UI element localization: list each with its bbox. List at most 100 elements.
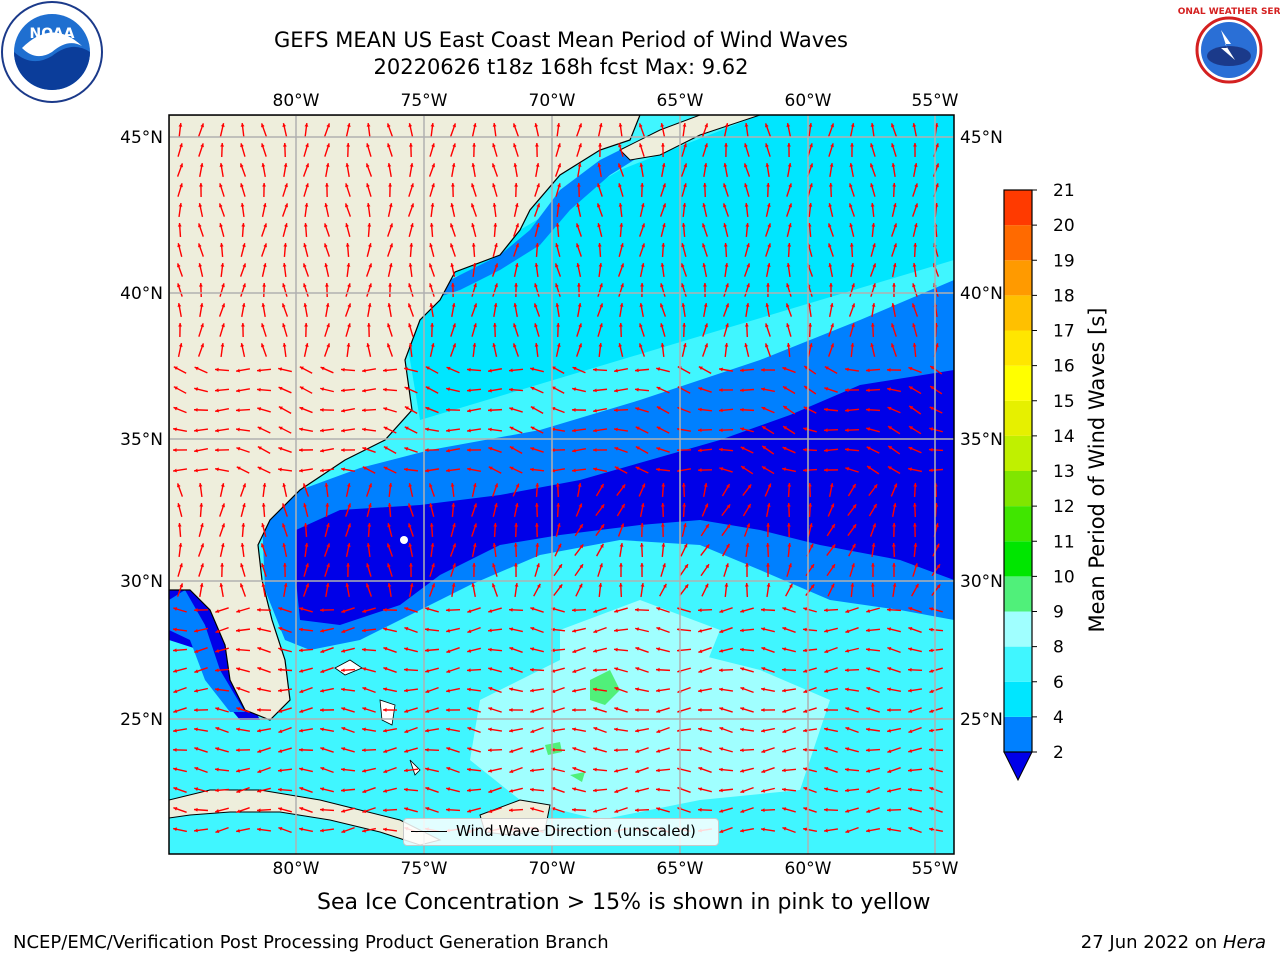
wave-arrow-head bbox=[908, 366, 913, 371]
wave-arrow-head bbox=[303, 483, 307, 488]
wave-arrow-head bbox=[257, 647, 262, 651]
wave-arrow-head bbox=[513, 303, 518, 307]
wave-arrow-head bbox=[215, 428, 219, 433]
wave-arrow-head bbox=[593, 747, 598, 751]
wave-arrow-head bbox=[215, 767, 219, 772]
wave-arrow-head bbox=[698, 468, 702, 472]
wave-arrow-head bbox=[845, 367, 849, 372]
wave-arrow-head bbox=[892, 263, 897, 267]
wave-arrow-head bbox=[935, 523, 939, 528]
wave-arrow-head bbox=[761, 728, 765, 733]
wave-arrow-head bbox=[324, 243, 328, 248]
wave-arrow-head bbox=[194, 708, 198, 712]
wave-arrow-head bbox=[599, 303, 603, 308]
wave-arrow-head bbox=[824, 448, 828, 453]
wave-arrow-head bbox=[614, 466, 619, 471]
wave-arrow-head bbox=[492, 343, 497, 348]
colorbar-label: Mean Period of Wind Waves [s] bbox=[1085, 307, 1109, 633]
wave-arrow-head bbox=[698, 407, 702, 412]
wave-arrow-head bbox=[845, 788, 849, 793]
wave-arrow-head bbox=[887, 687, 891, 692]
wave-arrow-head bbox=[178, 123, 183, 127]
wave-arrow-head bbox=[362, 727, 366, 732]
wave-arrow-head bbox=[345, 223, 349, 228]
wave-arrow-head bbox=[866, 446, 871, 451]
wave-arrow-head bbox=[851, 563, 855, 568]
wave-arrow-head bbox=[430, 343, 435, 348]
wave-arrow-head bbox=[278, 749, 283, 753]
wave-arrow-head bbox=[803, 447, 807, 452]
wave-arrow-head bbox=[787, 163, 792, 167]
wave-arrow-head bbox=[761, 788, 766, 793]
wave-arrow-head bbox=[662, 203, 666, 208]
wave-arrow-head bbox=[929, 607, 934, 611]
wave-arrow-head bbox=[199, 503, 204, 507]
wave-arrow-head bbox=[362, 707, 367, 711]
wave-arrow-head bbox=[578, 143, 582, 148]
wave-arrow-head bbox=[578, 343, 582, 348]
wave-arrow-head bbox=[870, 343, 875, 348]
wave-arrow-head bbox=[831, 564, 835, 569]
wave-arrow-head bbox=[593, 367, 597, 372]
wave-arrow-head bbox=[719, 767, 723, 772]
wave-arrow-head bbox=[726, 504, 731, 509]
wave-arrow-head bbox=[572, 428, 576, 433]
wave-arrow-head bbox=[236, 687, 241, 691]
wave-arrow-head bbox=[702, 183, 707, 187]
wave-arrow-head bbox=[828, 223, 832, 228]
wave-arrow-head bbox=[849, 203, 853, 208]
wave-arrow-head bbox=[809, 543, 814, 548]
wave-arrow-head bbox=[656, 787, 660, 792]
wave-arrow-head bbox=[809, 183, 813, 188]
wave-arrow-head bbox=[215, 809, 220, 813]
wave-arrow-head bbox=[639, 163, 644, 167]
wave-arrow-head bbox=[782, 709, 787, 713]
wave-arrow-head bbox=[278, 827, 283, 831]
wave-arrow-head bbox=[845, 408, 849, 413]
wave-arrow-head bbox=[600, 543, 604, 548]
wave-arrow-head bbox=[261, 323, 265, 328]
wave-arrow-head bbox=[282, 263, 287, 267]
wave-arrow-head bbox=[341, 809, 346, 813]
wave-arrow-head bbox=[810, 584, 815, 589]
legend-line-sample bbox=[411, 831, 447, 832]
wave-arrow-head bbox=[346, 123, 351, 128]
lon-tick-top: 70°W bbox=[529, 91, 576, 111]
wave-arrow-head bbox=[887, 708, 891, 712]
wave-arrow-head bbox=[366, 563, 370, 568]
wave-arrow-head bbox=[766, 583, 771, 587]
wave-arrow-head bbox=[320, 727, 324, 732]
wave-arrow-head bbox=[534, 343, 539, 347]
wave-arrow-head bbox=[383, 667, 388, 671]
wave-arrow-head bbox=[577, 283, 581, 287]
wave-arrow-head bbox=[808, 523, 813, 528]
wave-arrow-head bbox=[852, 504, 857, 509]
wave-arrow-head bbox=[467, 648, 472, 653]
colorbar-tick-label: 16 bbox=[1053, 357, 1075, 377]
wave-arrow-head bbox=[803, 747, 807, 752]
wave-arrow-head bbox=[810, 564, 814, 569]
wave-arrow-head bbox=[221, 523, 225, 528]
lat-tick-right: 25°N bbox=[960, 710, 1003, 730]
wave-arrow-head bbox=[530, 688, 534, 693]
wave-arrow-head bbox=[198, 263, 203, 268]
wave-arrow-head bbox=[908, 607, 913, 611]
wave-arrow-head bbox=[198, 243, 202, 248]
colorbar-tick-label: 9 bbox=[1053, 603, 1064, 623]
wave-arrow-head bbox=[719, 648, 724, 653]
wave-arrow-head bbox=[656, 607, 661, 611]
wave-arrow-head bbox=[240, 343, 245, 347]
wave-arrow-head bbox=[870, 183, 874, 188]
wave-arrow-head bbox=[240, 563, 244, 568]
wave-arrow-head bbox=[828, 183, 833, 187]
wave-arrow-head bbox=[912, 303, 916, 308]
wave-arrow-head bbox=[425, 648, 429, 653]
wave-arrow-head bbox=[536, 223, 540, 228]
wave-arrow-head bbox=[173, 627, 177, 632]
wave-arrow-head bbox=[215, 649, 220, 653]
wave-arrow-head bbox=[262, 203, 267, 207]
wave-arrow-head bbox=[719, 687, 723, 692]
lat-tick-right: 40°N bbox=[960, 284, 1003, 304]
wave-arrow-head bbox=[467, 428, 471, 433]
wave-arrow-head bbox=[747, 503, 751, 508]
